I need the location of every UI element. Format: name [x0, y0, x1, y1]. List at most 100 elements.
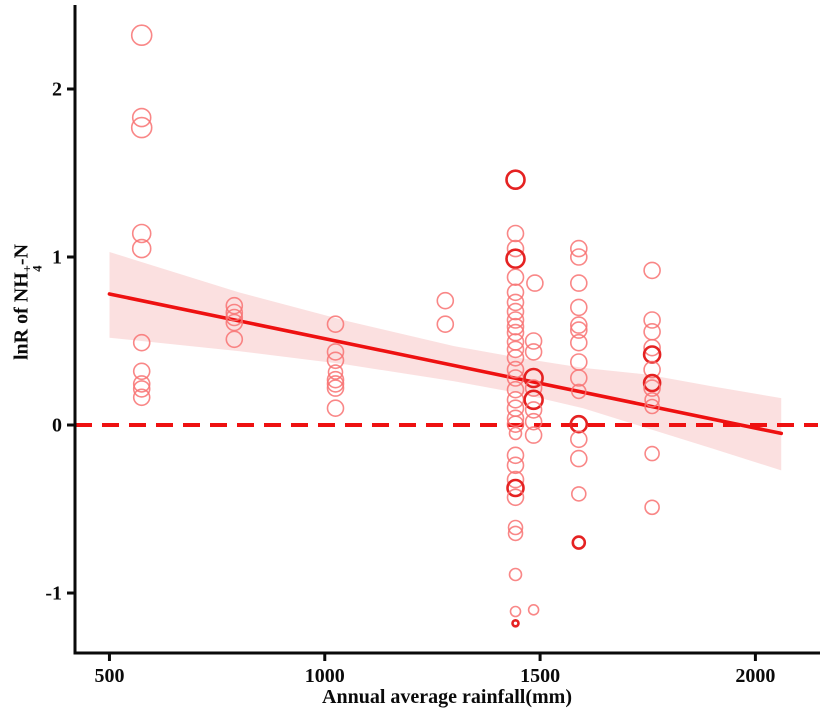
y-axis-title: lnR of NH +4 -N	[10, 243, 45, 361]
data-point	[132, 388, 151, 407]
data-point	[506, 302, 525, 321]
data-point	[508, 426, 523, 441]
data-point	[506, 478, 525, 498]
x-tick-label: 1500	[520, 665, 560, 687]
data-point	[644, 391, 660, 408]
data-point	[506, 283, 525, 302]
data-point	[131, 238, 152, 259]
data-point	[643, 338, 661, 357]
data-point	[326, 399, 345, 418]
data-point	[511, 618, 520, 628]
data-point	[569, 321, 588, 339]
data-point	[524, 332, 543, 350]
data-point	[569, 369, 588, 387]
x-axis-title: Annual average rainfall(mm)	[322, 686, 572, 708]
chemical-subscript: +4	[20, 265, 45, 272]
data-point	[527, 603, 540, 616]
data-point	[570, 486, 587, 502]
data-point	[569, 239, 588, 258]
x-tick-label: 1000	[305, 665, 345, 687]
data-point	[642, 373, 662, 393]
data-point	[326, 315, 345, 334]
data-point	[225, 303, 244, 322]
data-point	[506, 380, 525, 399]
data-point	[131, 223, 152, 244]
data-point	[506, 360, 525, 379]
data-point	[506, 446, 525, 465]
data-point	[132, 333, 151, 352]
data-point	[642, 345, 662, 364]
data-point	[131, 107, 152, 128]
data-point	[644, 499, 660, 516]
data-point	[506, 317, 525, 336]
data-point	[132, 375, 151, 393]
data-point	[506, 488, 525, 507]
data-point	[643, 360, 661, 379]
data-point	[569, 333, 588, 352]
regression-line	[107, 292, 784, 436]
data-point	[506, 470, 525, 489]
data-point	[132, 362, 151, 381]
data-point	[225, 308, 244, 327]
data-point	[326, 375, 345, 393]
data-point	[506, 456, 525, 475]
data-point	[506, 348, 525, 367]
data-point	[524, 412, 543, 431]
y-title-suffix: -N	[10, 243, 33, 266]
data-point	[508, 567, 523, 582]
data-point	[130, 116, 153, 139]
data-point	[506, 409, 525, 428]
data-point	[569, 430, 588, 449]
data-point	[524, 343, 543, 361]
data-point	[326, 379, 345, 397]
data-point	[571, 535, 587, 550]
data-point	[509, 605, 522, 618]
data-point	[523, 389, 544, 411]
data-point	[644, 398, 660, 415]
data-point	[569, 316, 588, 334]
y-tick-label: 0	[52, 415, 62, 437]
data-point	[436, 315, 455, 334]
data-point	[570, 383, 587, 400]
data-point	[523, 367, 544, 389]
data-point	[506, 239, 525, 258]
data-point	[506, 293, 525, 312]
y-tick-label: 2	[52, 79, 62, 101]
y-tick-label: -1	[45, 583, 62, 605]
data-point	[644, 445, 660, 462]
data-point	[569, 274, 588, 292]
x-tick-label: 2000	[735, 665, 775, 687]
y-title-text: lnR of NH	[10, 272, 33, 361]
data-point	[643, 379, 661, 397]
data-point	[643, 322, 661, 341]
data-point	[506, 340, 525, 359]
data-point	[569, 414, 589, 434]
data-point	[507, 519, 524, 536]
confidence-band	[109, 252, 782, 471]
data-point	[569, 248, 588, 266]
data-point	[526, 274, 544, 292]
data-point	[507, 525, 524, 542]
y-tick-label: 1	[52, 247, 62, 269]
data-point	[524, 379, 543, 397]
data-point	[326, 370, 345, 389]
data-point	[132, 380, 151, 398]
data-point	[643, 261, 661, 280]
data-point	[326, 343, 345, 361]
data-point	[505, 169, 526, 190]
data-point	[505, 248, 526, 270]
x-tick-label: 500	[94, 665, 124, 687]
data-point	[506, 311, 525, 329]
data-point	[506, 268, 525, 287]
data-point	[569, 449, 588, 468]
data-point	[326, 351, 345, 370]
data-point	[225, 330, 244, 349]
data-point	[524, 426, 543, 444]
data-point	[506, 224, 525, 243]
data-point	[327, 364, 344, 380]
data-point	[506, 415, 525, 434]
data-point	[569, 298, 588, 317]
subscript-four: 4	[30, 265, 45, 272]
